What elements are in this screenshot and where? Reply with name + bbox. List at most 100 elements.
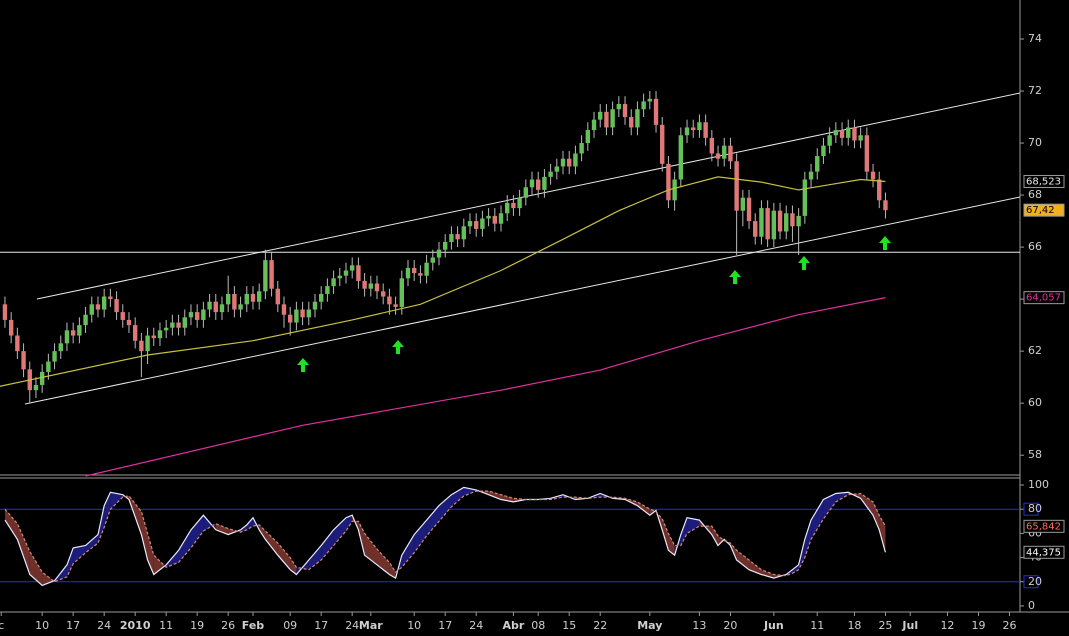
candle-body xyxy=(312,301,318,310)
candle-body xyxy=(120,312,125,320)
candle-body xyxy=(746,197,752,222)
candle-body xyxy=(740,197,746,211)
candle-body xyxy=(573,153,578,167)
candle-body xyxy=(412,267,417,274)
candle-body xyxy=(232,293,237,310)
candle-body xyxy=(436,249,442,258)
candle-body xyxy=(443,241,448,250)
candle-body xyxy=(505,202,510,214)
candle-body xyxy=(39,371,45,385)
candle-body xyxy=(709,137,715,154)
candle-body xyxy=(362,280,367,289)
stoch-fill xyxy=(265,530,278,556)
y-tick-label: 0 xyxy=(1028,599,1035,612)
candle-body xyxy=(95,304,101,310)
x-tick-label: Mar xyxy=(359,619,383,632)
x-tick-label: 19 xyxy=(971,619,985,632)
candle-body xyxy=(126,319,132,326)
annotations xyxy=(297,236,891,372)
candle-body xyxy=(858,135,863,141)
candle-body xyxy=(424,262,429,276)
stoch-fill xyxy=(804,520,812,558)
candle-body xyxy=(660,124,665,164)
candle-body xyxy=(188,312,194,318)
candle-body xyxy=(846,127,851,138)
stoch-fill xyxy=(426,505,440,536)
x-tick-label: Jun xyxy=(763,619,784,632)
candle-body xyxy=(250,293,256,302)
candle-body xyxy=(380,291,386,297)
candle-body xyxy=(207,301,212,310)
y-tick-label: 58 xyxy=(1028,448,1042,461)
series-line xyxy=(85,297,886,477)
trend-line xyxy=(24,196,1021,405)
candle-body xyxy=(728,145,733,162)
candle-body xyxy=(498,213,504,224)
stoch-fill xyxy=(637,501,650,516)
candle-body xyxy=(715,153,721,159)
value-box xyxy=(1023,203,1065,217)
candle-body xyxy=(808,171,814,180)
x-tick-label: 19 xyxy=(190,619,204,632)
candle-body xyxy=(511,202,516,209)
candle-body xyxy=(802,179,808,216)
value-box xyxy=(1023,174,1065,188)
value-label: 64,057 xyxy=(1026,293,1061,304)
candle-body xyxy=(790,213,795,227)
candle-body xyxy=(70,330,76,336)
stoch-fill xyxy=(488,491,502,500)
candle-body xyxy=(182,317,187,328)
candle-body xyxy=(839,130,845,138)
candle-body xyxy=(591,119,597,131)
candle-body xyxy=(604,111,609,128)
stoch-fill xyxy=(687,517,700,534)
x-tick-label: 22 xyxy=(593,619,607,632)
value-label: 65,842 xyxy=(1026,521,1061,532)
x-tick-label: Abr xyxy=(503,619,525,632)
value-label: 68,523 xyxy=(1026,176,1061,187)
y-tick-label: 74 xyxy=(1028,32,1042,45)
candle-body xyxy=(734,161,739,211)
stoch-fill xyxy=(17,523,30,575)
stoch-fill xyxy=(414,520,427,553)
candle-body xyxy=(356,265,361,281)
candle-body xyxy=(486,215,491,219)
candle-body xyxy=(176,322,181,328)
x-tick-label: 17 xyxy=(438,619,452,632)
x-tick-label: 26 xyxy=(1002,619,1016,632)
candle-body xyxy=(393,304,398,307)
candle-body xyxy=(275,288,280,305)
candle-body xyxy=(641,101,646,110)
candle-body xyxy=(300,309,305,318)
candle-body xyxy=(567,158,572,167)
stoch-fill xyxy=(104,492,111,528)
candle-body xyxy=(89,304,94,315)
candle-body xyxy=(585,130,591,144)
candle-body xyxy=(877,179,882,201)
arrow xyxy=(392,340,404,354)
candle-body xyxy=(163,327,169,331)
stoch-fill xyxy=(277,543,291,570)
arrow xyxy=(798,256,810,270)
x-tick-label: 24 xyxy=(97,619,111,632)
stoch-fill xyxy=(823,493,836,519)
candle-body xyxy=(2,304,8,320)
x-tick-label: 20 xyxy=(723,619,737,632)
candle-body xyxy=(635,109,640,128)
arrow xyxy=(297,358,309,372)
series-line xyxy=(4,486,886,587)
candle-body xyxy=(343,270,349,276)
candle-body xyxy=(703,122,708,138)
candle-body xyxy=(114,299,119,313)
candle-body xyxy=(523,187,529,198)
candle-body xyxy=(132,325,138,341)
stoch-fill xyxy=(860,493,874,516)
stoch-fill xyxy=(246,517,253,530)
y-tick-label: 70 xyxy=(1028,136,1042,149)
x-tick-label: 15 xyxy=(562,619,576,632)
stoch-fill xyxy=(190,515,204,548)
x-tick-label: 13 xyxy=(692,619,706,632)
candle-body xyxy=(194,312,200,320)
candle-body xyxy=(418,273,423,276)
x-tick-label: 08 xyxy=(531,619,545,632)
